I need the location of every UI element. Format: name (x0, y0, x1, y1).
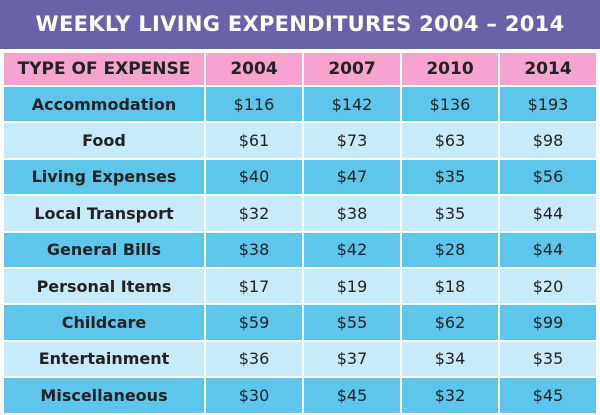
row-label: Living Expenses (4, 159, 204, 195)
table-row: Local Transport $32 $38 $35 $44 (4, 196, 596, 231)
expenditure-table: TYPE OF EXPENSE 2004 2007 2010 2014 Acco… (2, 51, 598, 415)
table-cell: $63 (402, 123, 498, 158)
row-label: General Bills (4, 232, 204, 267)
table-cell: $19 (304, 268, 400, 304)
table-cell: $32 (206, 196, 302, 231)
table-cell: $37 (304, 341, 400, 377)
column-header-2004: 2004 (206, 53, 302, 85)
table-cell: $35 (402, 159, 498, 195)
table-cell: $28 (402, 232, 498, 267)
table-row: Childcare $59 $55 $62 $99 (4, 305, 596, 340)
table-cell: $34 (402, 341, 498, 377)
column-header-2007: 2007 (304, 53, 400, 85)
table-cell: $193 (500, 87, 596, 122)
table-cell: $98 (500, 123, 596, 158)
table-cell: $136 (402, 87, 498, 122)
table-cell: $59 (206, 305, 302, 340)
table-cell: $44 (500, 232, 596, 267)
table-cell: $116 (206, 87, 302, 122)
table-cell: $44 (500, 196, 596, 231)
table-cell: $142 (304, 87, 400, 122)
row-label: Accommodation (4, 87, 204, 122)
row-label: Personal Items (4, 268, 204, 304)
table-cell: $73 (304, 123, 400, 158)
table-body: Accommodation $116 $142 $136 $193 Food $61 $73 $… (4, 87, 596, 413)
table-cell: $35 (402, 196, 498, 231)
header-row: TYPE OF EXPENSE 2004 2007 2010 2014 (4, 53, 596, 85)
table-cell: $32 (402, 378, 498, 413)
table-cell: $55 (304, 305, 400, 340)
row-label: Food (4, 123, 204, 158)
table-cell: $56 (500, 159, 596, 195)
table-cell: $45 (500, 378, 596, 413)
table-cell: $61 (206, 123, 302, 158)
table-cell: $40 (206, 159, 302, 195)
table-cell: $36 (206, 341, 302, 377)
table-cell: $20 (500, 268, 596, 304)
table-row: Food $61 $73 $63 $98 (4, 123, 596, 158)
table-row: General Bills $38 $42 $28 $44 (4, 232, 596, 267)
table-cell: $17 (206, 268, 302, 304)
table-cell: $45 (304, 378, 400, 413)
table-row: Accommodation $116 $142 $136 $193 (4, 87, 596, 122)
table-row: Living Expenses $40 $47 $35 $56 (4, 159, 596, 195)
row-label: Local Transport (4, 196, 204, 231)
table-row: Entertainment $36 $37 $34 $35 (4, 341, 596, 377)
row-label: Miscellaneous (4, 378, 204, 413)
table-cell: $38 (206, 232, 302, 267)
table-cell: $62 (402, 305, 498, 340)
column-header-2014: 2014 (500, 53, 596, 85)
table-cell: $30 (206, 378, 302, 413)
column-header-type: TYPE OF EXPENSE (4, 53, 204, 85)
table-cell: $35 (500, 341, 596, 377)
table-title: WEEKLY LIVING EXPENDITURES 2004 – 2014 (0, 0, 600, 49)
table-cell: $99 (500, 305, 596, 340)
row-label: Childcare (4, 305, 204, 340)
table-cell: $42 (304, 232, 400, 267)
table-cell: $18 (402, 268, 498, 304)
column-header-2010: 2010 (402, 53, 498, 85)
table-cell: $47 (304, 159, 400, 195)
table-cell: $38 (304, 196, 400, 231)
table-row: Miscellaneous $30 $45 $32 $45 (4, 378, 596, 413)
row-label: Entertainment (4, 341, 204, 377)
table-row: Personal Items $17 $19 $18 $20 (4, 268, 596, 304)
